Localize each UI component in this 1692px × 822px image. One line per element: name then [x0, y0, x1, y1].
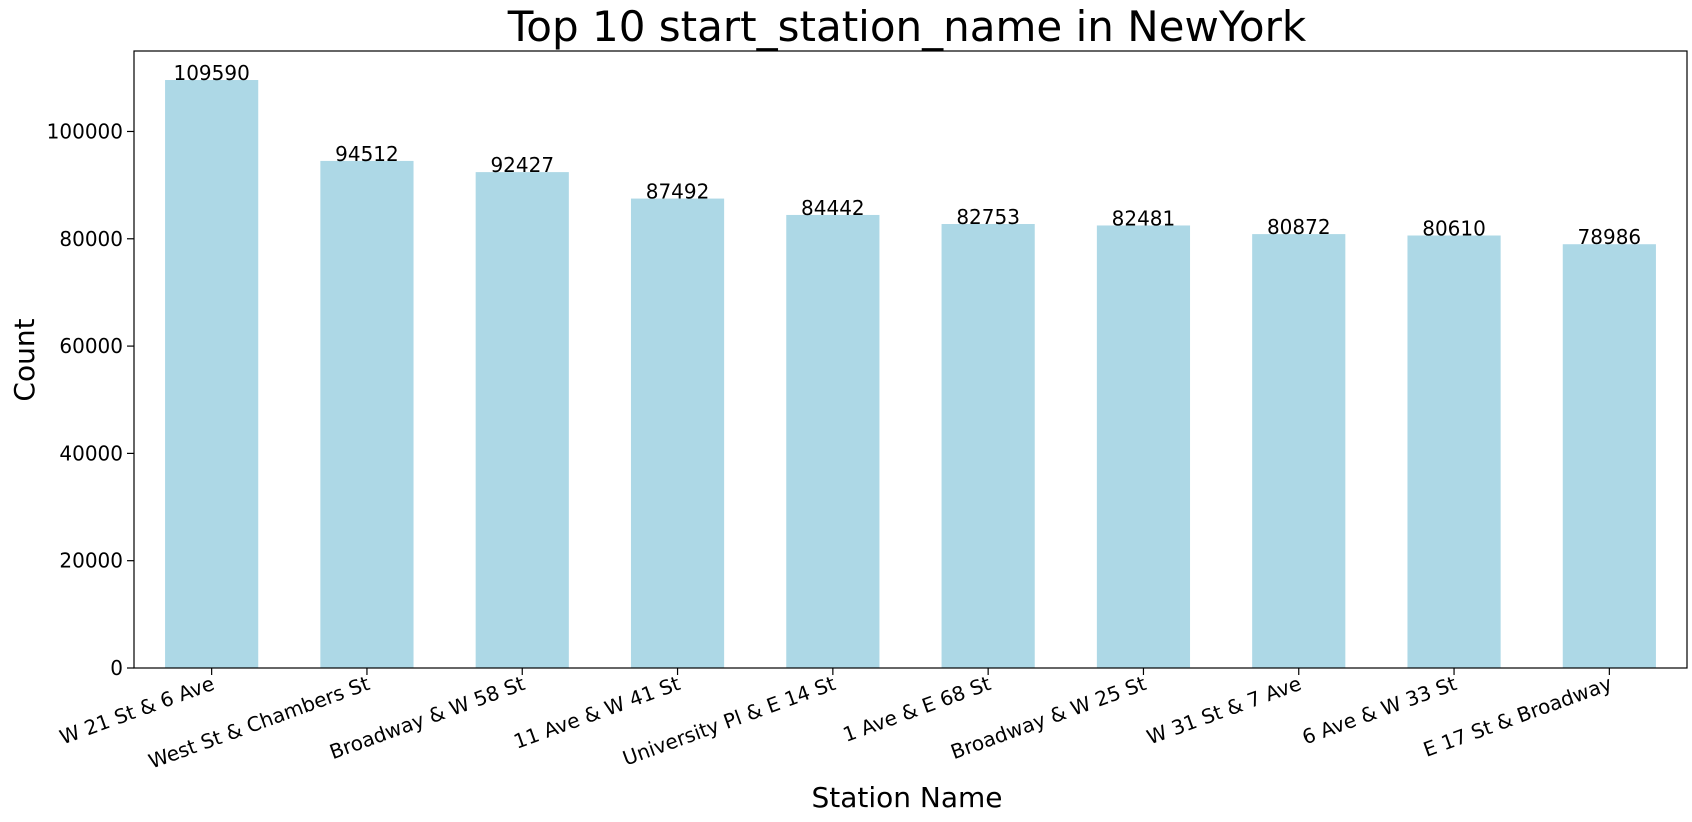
data-label-9: 80610 — [1422, 217, 1486, 241]
data-label-7: 82481 — [1112, 206, 1176, 230]
bars-group — [165, 80, 1656, 669]
y-tick-label-4: 60000 — [59, 334, 123, 358]
bar-5 — [786, 214, 880, 668]
bar-3 — [475, 172, 569, 668]
y-tick-label-5: 80000 — [59, 227, 123, 251]
data-label-3: 92427 — [490, 153, 554, 177]
data-label-4: 87492 — [646, 180, 710, 204]
data-label-1: 109590 — [173, 61, 249, 85]
y-tick-label-2: 20000 — [59, 549, 123, 573]
bar-4 — [630, 198, 725, 668]
data-label-8: 80872 — [1267, 215, 1331, 239]
x-tick-label-8: W 31 St & 7 Ave — [1144, 671, 1305, 749]
data-label-2: 94512 — [335, 142, 399, 166]
bar-1 — [165, 80, 259, 669]
bar-7 — [1096, 225, 1191, 669]
y-tick-label-6: 100000 — [47, 119, 123, 143]
y-tick-label-1: 0 — [110, 656, 123, 680]
bar-6 — [941, 224, 1035, 669]
data-label-5: 84442 — [801, 196, 865, 220]
data-label-10: 78986 — [1578, 225, 1642, 249]
bar-9 — [1407, 235, 1501, 668]
y-tick-label-3: 40000 — [59, 441, 123, 465]
y-axis-label: Count — [8, 318, 41, 401]
x-axis-label: Station Name — [811, 781, 1002, 814]
data-label-6: 82753 — [956, 205, 1020, 229]
plot-frame — [133, 50, 1688, 669]
chart-title: Top 10 start_station_name in NewYork — [507, 2, 1307, 51]
bar-10 — [1562, 244, 1656, 668]
bar-8 — [1252, 234, 1346, 669]
bar-2 — [320, 160, 414, 668]
y-axis: 0 20000 40000 60000 80000 100000 — [47, 119, 134, 680]
data-labels-group: 109590 94512 92427 87492 84442 82753 82481 8087… — [173, 61, 1641, 249]
